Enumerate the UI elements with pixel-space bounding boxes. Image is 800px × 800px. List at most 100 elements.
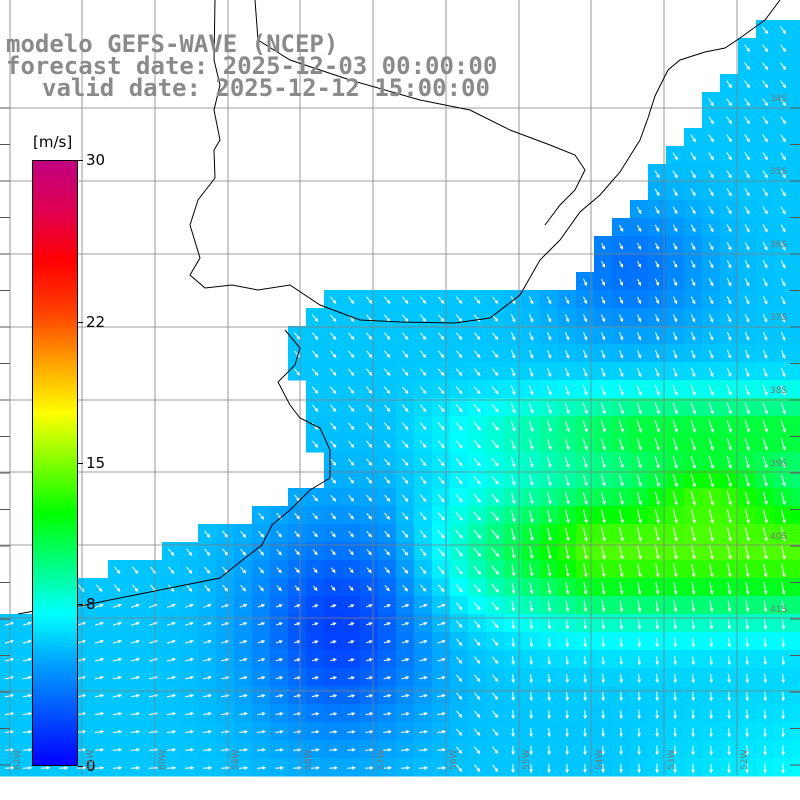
- wind-arrow: [511, 510, 516, 523]
- wind-arrow: [330, 512, 336, 520]
- title-model: modelo GEFS-WAVE (NCEP): [6, 30, 339, 58]
- wind-speed-cell: [774, 218, 793, 237]
- wind-arrow: [744, 242, 750, 251]
- wind-arrow: [583, 582, 588, 595]
- wind-speed-cell: [162, 542, 181, 561]
- wind-speed-cell: [738, 56, 757, 75]
- wind-speed-cell: [378, 686, 397, 705]
- wind-speed-cell: [432, 758, 451, 777]
- wind-arrow: [547, 727, 551, 738]
- wind-speed-cell: [720, 326, 739, 345]
- wind-speed-cell: [360, 362, 379, 381]
- wind-arrow: [419, 404, 427, 413]
- wind-arrow: [511, 745, 515, 756]
- wind-arrow: [582, 509, 588, 524]
- wind-arrow: [619, 296, 624, 305]
- wind-arrow: [113, 584, 121, 592]
- wind-arrow: [366, 567, 372, 574]
- wind-speed-cell: [342, 380, 361, 399]
- wind-speed-cell: [306, 506, 325, 525]
- wind-arrow: [436, 730, 447, 734]
- wind-arrow: [366, 622, 373, 626]
- wind-speed-cell: [198, 668, 217, 687]
- wind-arrow: [490, 529, 500, 540]
- wind-speed-cell: [270, 668, 289, 687]
- wind-speed-cell: [450, 722, 469, 741]
- wind-speed-cell: [342, 488, 361, 507]
- wind-arrow: [22, 730, 33, 734]
- wind-speed-cell: [414, 740, 433, 759]
- wind-arrow: [22, 748, 33, 752]
- wind-arrow: [401, 440, 409, 449]
- wind-speed-cell: [378, 470, 397, 489]
- wind-speed-cell: [774, 20, 793, 39]
- wind-speed-cell: [630, 326, 649, 345]
- wind-arrow: [709, 709, 713, 720]
- wind-arrow: [348, 604, 355, 608]
- latitude-label: 36S: [770, 240, 788, 250]
- wind-arrow: [726, 134, 732, 143]
- wind-arrow: [781, 582, 786, 595]
- wind-speed-cell: [648, 308, 667, 327]
- wind-arrow: [455, 440, 463, 449]
- wind-speed-cell: [450, 686, 469, 705]
- wind-speed-cell: [288, 578, 307, 597]
- wind-arrow: [383, 604, 392, 608]
- wind-arrow: [76, 730, 87, 734]
- wind-arrow: [383, 332, 391, 340]
- wind-arrow: [745, 709, 749, 720]
- wind-speed-cell: [450, 542, 469, 561]
- wind-speed-cell: [720, 290, 739, 309]
- wind-speed-cell: [126, 740, 145, 759]
- wind-arrow: [690, 455, 696, 469]
- wind-arrow: [618, 367, 624, 378]
- wind-arrow: [330, 476, 337, 484]
- wind-speed-cell: [360, 632, 379, 651]
- wind-speed-cell: [396, 722, 415, 741]
- wind-arrow: [780, 206, 786, 215]
- wind-arrow: [637, 296, 642, 305]
- wind-speed-cell: [468, 686, 487, 705]
- wind-speed-cell: [360, 686, 379, 705]
- wind-arrow: [455, 584, 463, 593]
- wind-speed-cell: [288, 488, 307, 507]
- wind-speed-cell: [396, 434, 415, 453]
- wind-arrow: [329, 332, 337, 340]
- wind-speed-cell: [612, 362, 631, 381]
- wind-arrow: [726, 402, 732, 415]
- wind-arrow: [744, 152, 750, 161]
- wind-arrow: [419, 332, 427, 340]
- wind-arrow: [528, 332, 534, 341]
- wind-speed-cell: [738, 110, 757, 129]
- wind-arrow: [275, 694, 284, 698]
- wind-speed-cell: [594, 254, 613, 273]
- wind-arrow: [673, 709, 677, 720]
- wind-arrow: [293, 748, 302, 752]
- wind-speed-cell: [306, 308, 325, 327]
- wind-speed-cell: [378, 326, 397, 345]
- wind-arrow: [166, 748, 177, 752]
- wind-speed-cell: [216, 668, 235, 687]
- wind-arrow: [491, 710, 499, 718]
- wind-arrow: [365, 640, 373, 644]
- wind-arrow: [222, 548, 229, 556]
- wind-arrow: [780, 152, 786, 161]
- wind-arrow: [583, 727, 587, 738]
- wind-speed-cell: [792, 236, 800, 255]
- wind-arrow: [762, 438, 768, 451]
- wind-speed-cell: [180, 650, 199, 669]
- wind-speed-cell: [396, 740, 415, 759]
- wind-speed-cell: [18, 758, 37, 777]
- wind-arrow: [727, 727, 731, 738]
- wind-speed-cell: [468, 596, 487, 615]
- wind-arrow: [383, 676, 392, 680]
- wind-arrow: [691, 727, 695, 738]
- wind-arrow: [240, 566, 247, 574]
- wind-arrow: [708, 332, 714, 341]
- wind-arrow: [166, 657, 176, 662]
- wind-speed-cell: [108, 560, 127, 579]
- wind-arrow: [511, 546, 516, 559]
- wind-arrow: [547, 474, 552, 487]
- wind-speed-cell: [612, 344, 631, 363]
- wind-arrow: [311, 386, 319, 394]
